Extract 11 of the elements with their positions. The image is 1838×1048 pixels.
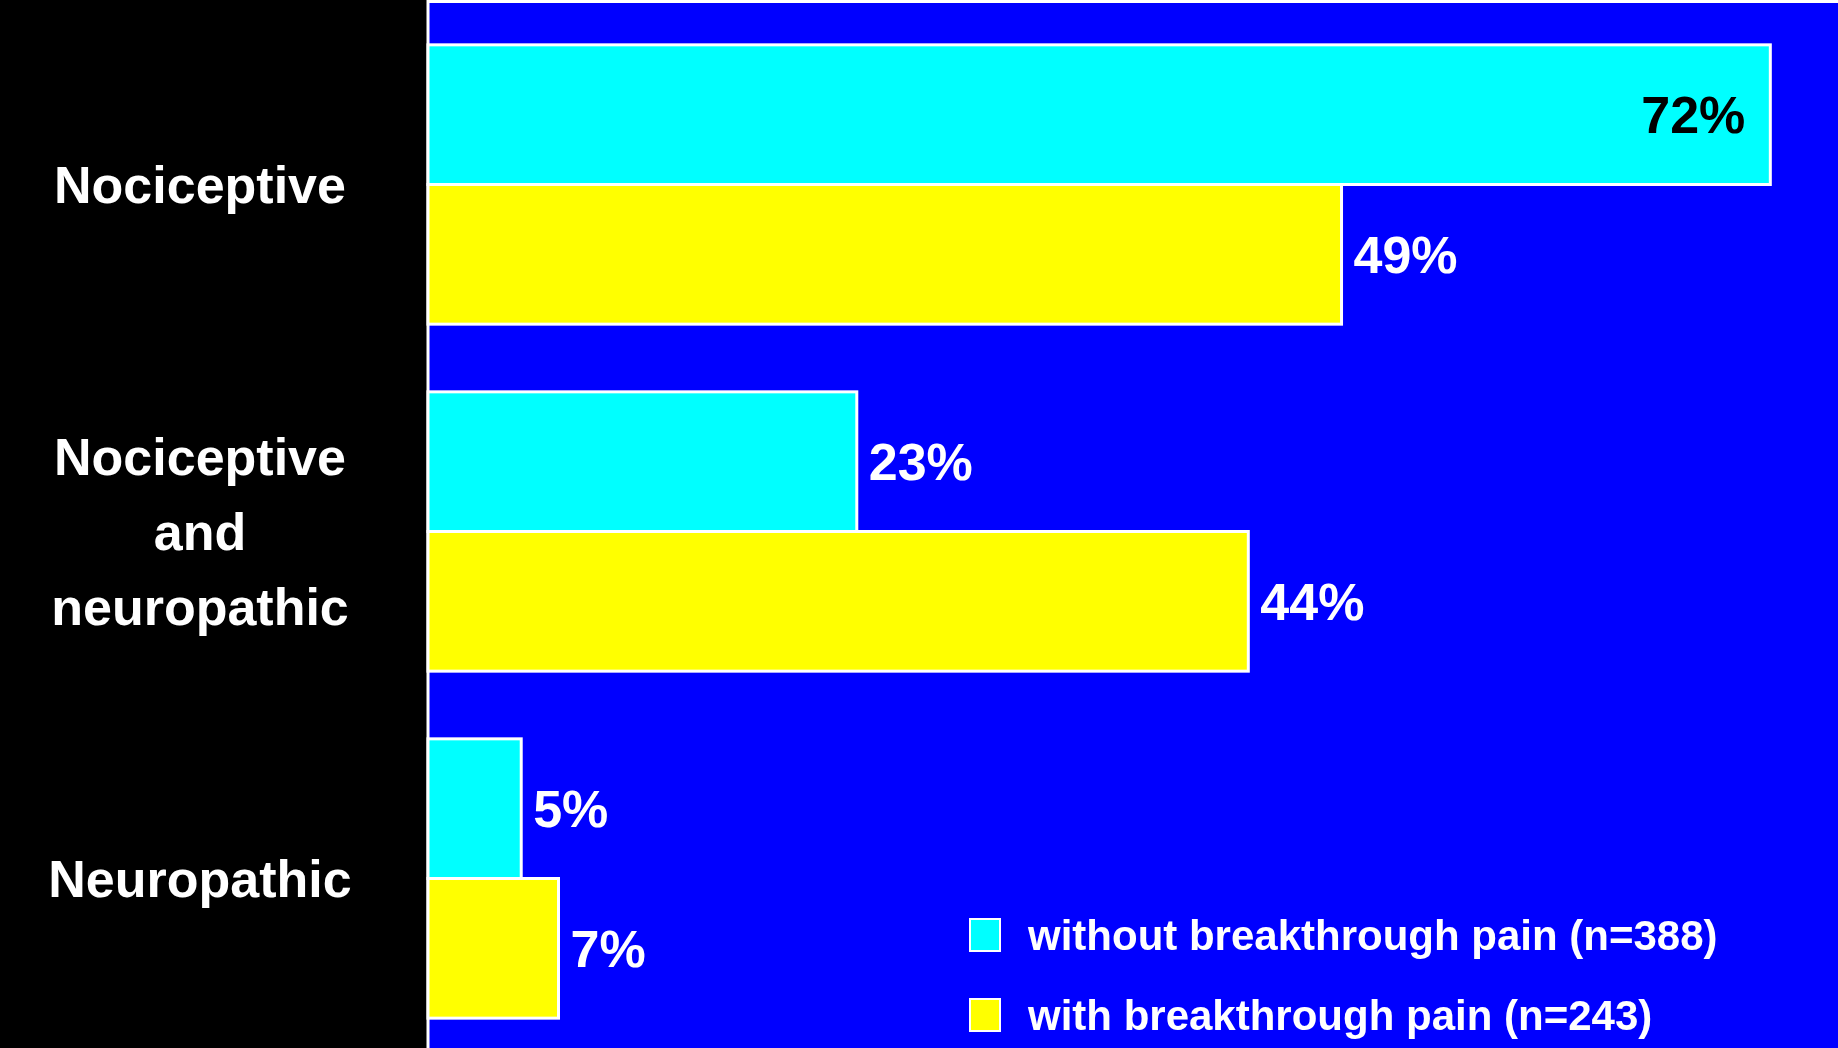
data-label: 5% [533,779,609,838]
data-label: 44% [1260,572,1365,631]
legend-label: with breakthrough pain (n=243) [1027,991,1653,1039]
data-label: 72% [1641,85,1746,144]
y-tick-label: Nociceptive and neuropathic [51,427,349,636]
data-label: 49% [1353,225,1458,284]
y-tick-label: Nociceptive [54,155,346,214]
y-tick-label: Neuropathic [48,849,352,908]
data-label: 7% [570,919,646,978]
data-label: 23% [868,432,973,491]
legend-label: without breakthrough pain (n=388) [1027,911,1718,959]
